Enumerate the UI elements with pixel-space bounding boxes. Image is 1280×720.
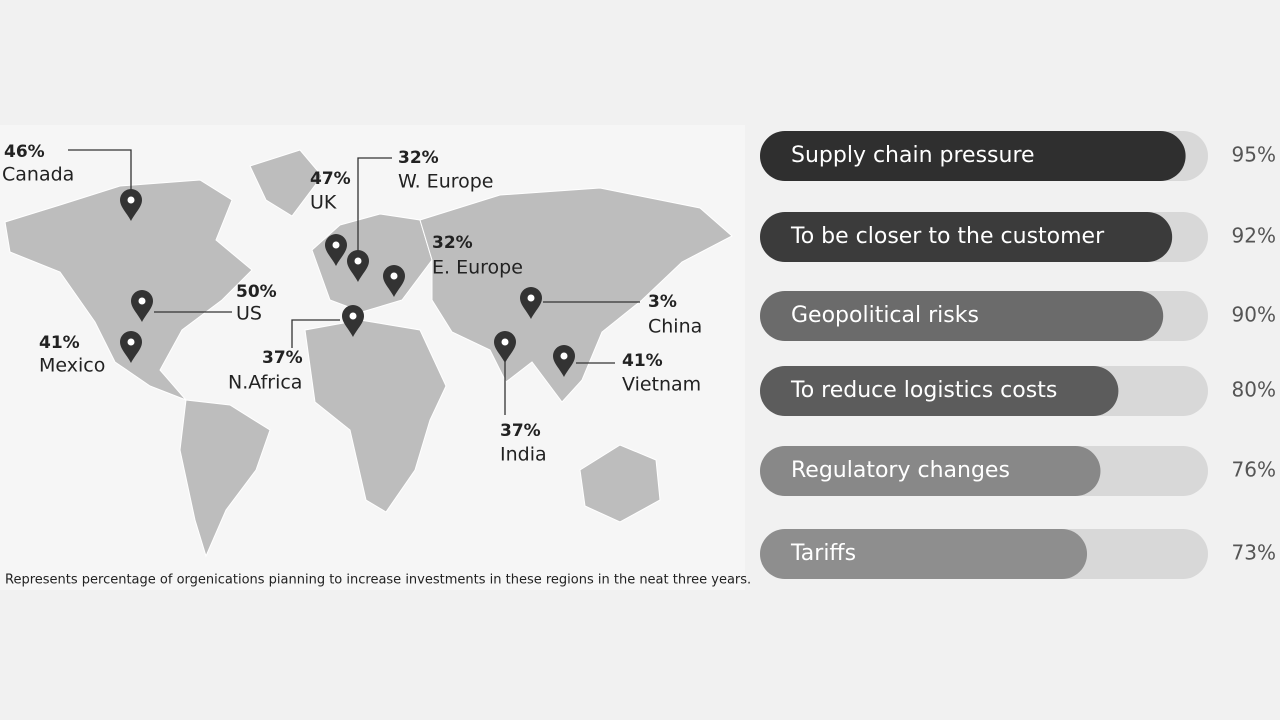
region-value: 32% <box>398 148 439 168</box>
map-pin-dot <box>127 338 135 346</box>
map-pin <box>131 290 153 322</box>
region-value: 41% <box>622 351 663 371</box>
region-name: Canada <box>2 164 74 186</box>
region-value: 37% <box>500 421 541 441</box>
bar-label: Regulatory changes <box>791 458 1010 483</box>
map-pin <box>520 287 542 319</box>
bar-label: Geopolitical risks <box>791 303 979 328</box>
bar-value: 90% <box>1232 303 1276 327</box>
region-value: 37% <box>262 348 303 368</box>
region-value: 41% <box>39 333 80 353</box>
bar <box>760 529 1088 579</box>
bar-value: 73% <box>1232 541 1276 565</box>
bar <box>760 366 1119 416</box>
map-pin <box>325 234 347 266</box>
map-pin-dot <box>138 297 146 305</box>
bar-label: Tariffs <box>790 541 856 566</box>
region-name: W. Europe <box>398 171 494 193</box>
bar <box>760 212 1173 262</box>
region-name: India <box>500 444 547 466</box>
bar-value: 92% <box>1232 224 1276 248</box>
bar-label: Supply chain pressure <box>791 143 1035 168</box>
bar-label: To reduce logistics costs <box>790 378 1057 403</box>
map-pin <box>342 305 364 337</box>
map-pin-dot <box>501 338 509 346</box>
region-value: 46% <box>4 142 45 162</box>
leader-line <box>357 157 392 256</box>
map-pin <box>347 250 369 282</box>
region-value: 32% <box>432 233 473 253</box>
map-pin <box>120 331 142 363</box>
map-pin <box>494 331 516 363</box>
map-pin-dot <box>332 241 340 249</box>
map-pin-dot <box>560 352 568 360</box>
bar-value: 76% <box>1232 458 1276 482</box>
region-value: 47% <box>310 169 351 189</box>
map-pin-dot <box>390 272 398 280</box>
map-pin-dot <box>354 257 362 265</box>
map-pin-dot <box>527 294 535 302</box>
region-name: N.Africa <box>228 372 302 394</box>
region-name: China <box>648 316 702 338</box>
bar-label: To be closer to the customer <box>790 224 1105 249</box>
bar <box>760 446 1101 496</box>
region-name: Mexico <box>39 355 105 377</box>
region-name: US <box>236 303 262 325</box>
region-value: 50% <box>236 282 277 302</box>
leader-line <box>291 319 340 348</box>
region-value: 3% <box>648 292 677 312</box>
bar <box>760 291 1164 341</box>
footnote: Represents percentage of orgenications p… <box>5 573 751 588</box>
bar <box>760 131 1186 181</box>
leader-line <box>68 149 132 195</box>
map-pin-dot <box>127 196 135 204</box>
region-name: Vietnam <box>622 374 701 396</box>
bar-value: 95% <box>1232 143 1276 167</box>
map-pin <box>383 265 405 297</box>
bar-value: 80% <box>1232 378 1276 402</box>
region-name: E. Europe <box>432 257 523 279</box>
region-name: UK <box>310 192 337 214</box>
map-pin <box>120 189 142 221</box>
map-pin-dot <box>349 312 357 320</box>
map-pin <box>553 345 575 377</box>
